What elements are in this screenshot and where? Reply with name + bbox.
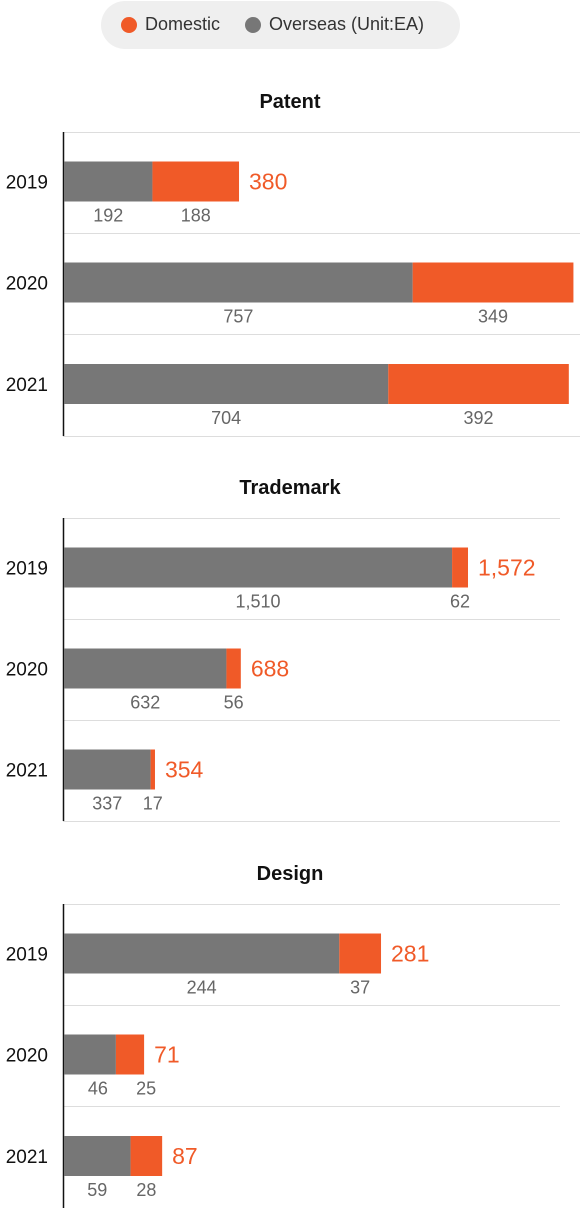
overseas-value-label-2019: 1,510 [236,592,281,612]
bar-domestic-2021 [130,1136,163,1176]
category-label-2019: 2019 [6,559,48,580]
overseas-value-label-2019: 192 [93,206,123,226]
domestic-value-label-2019: 37 [350,978,370,998]
bar-domestic-2019 [452,547,469,588]
legend-domestic-label: Domestic [145,14,221,34]
total-label-2019: 281 [391,941,429,967]
bar-overseas-2020 [64,1034,116,1075]
legend-overseas-label: Overseas (Unit:EA) [269,14,425,34]
domestic-value-label-2020: 349 [478,307,508,327]
bar-overseas-2019 [64,161,153,202]
total-label-2020: 71 [154,1042,180,1068]
chart-title: Patent [259,91,320,113]
bar-domestic-2019 [152,161,240,202]
domestic-value-label-2019: 62 [450,592,470,612]
legend: Domestic Overseas (Unit:EA) [101,1,460,49]
overseas-value-label-2021: 59 [87,1180,107,1200]
total-label-2019: 1,572 [478,555,536,581]
bar-overseas-2019 [64,933,340,974]
domestic-value-label-2020: 56 [224,693,244,713]
category-label-2021: 2021 [6,375,48,396]
domestic-value-label-2019: 188 [181,206,211,226]
bar-overseas-2021 [64,1136,131,1176]
overseas-value-label-2021: 704 [211,408,241,428]
bar-overseas-2019 [64,547,453,588]
category-label-2020: 2020 [6,274,48,295]
bar-domestic-2020 [412,262,574,303]
category-label-2020: 2020 [6,660,48,681]
domestic-value-label-2021: 28 [136,1180,156,1200]
overseas-value-label-2020: 46 [88,1079,108,1099]
total-label-2019: 380 [249,169,287,195]
overseas-value-label-2020: 757 [223,307,253,327]
total-label-2020: 688 [251,656,289,682]
bar-overseas-2021 [64,364,389,404]
bar-domestic-2021 [388,364,569,404]
domestic-value-label-2020: 25 [136,1079,156,1099]
total-label-2021: 87 [172,1143,198,1169]
bar-domestic-2019 [339,933,382,974]
overseas-swatch [245,17,261,33]
bar-overseas-2020 [64,648,227,689]
chart-title: Design [257,863,324,885]
total-label-2021: 354 [165,757,204,783]
bar-overseas-2021 [64,749,151,790]
total-label-2021: 1,096 [579,371,580,397]
category-label-2020: 2020 [6,1046,48,1067]
domestic-value-label-2021: 392 [464,408,494,428]
bar-domestic-2020 [115,1034,145,1075]
chart-title: Trademark [239,477,341,499]
category-label-2021: 2021 [6,761,48,782]
bar-domestic-2021 [150,749,155,790]
bar-domestic-2020 [226,648,241,689]
bar-overseas-2020 [64,262,413,303]
category-label-2019: 2019 [6,173,48,194]
category-label-2021: 2021 [6,1147,48,1168]
domestic-swatch [121,17,137,33]
domestic-value-label-2021: 17 [143,794,163,814]
overseas-value-label-2020: 632 [130,693,160,713]
overseas-value-label-2021: 337 [92,794,122,814]
overseas-value-label-2019: 244 [187,978,217,998]
category-label-2019: 2019 [6,945,48,966]
